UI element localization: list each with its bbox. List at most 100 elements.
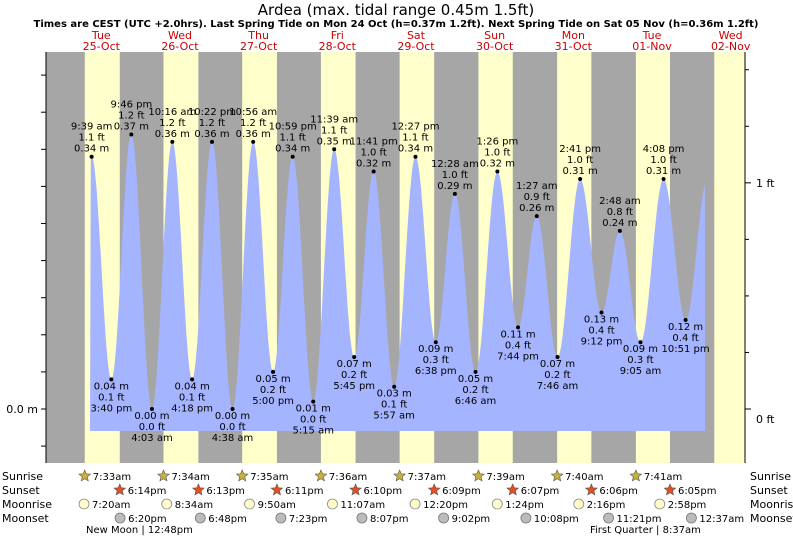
- tide-label: 0.09 m: [418, 344, 453, 355]
- day-header-weekday: Sat: [407, 29, 426, 42]
- tide-point: [311, 399, 316, 404]
- tide-point: [452, 191, 457, 196]
- axis-frame: 0.0 m 0 ft 1 ft: [6, 52, 775, 463]
- sunset-icon: [663, 483, 677, 496]
- sunset-time: 6:11pm: [285, 486, 324, 497]
- day-header-date: 02-Nov: [711, 40, 751, 53]
- tide-label: 0.2 ft: [544, 370, 570, 381]
- chart-title: Ardea (max. tidal range 0.45m 1.5ft): [258, 1, 534, 19]
- moon-phase-label: First Quarter | 8:37am: [590, 525, 701, 536]
- tide-label: 0.0 ft: [139, 422, 165, 433]
- tide-label: 0.00 m: [134, 411, 169, 422]
- tide-label: 4:38 am: [212, 433, 254, 444]
- day-header-weekday: Mon: [562, 29, 585, 42]
- sunset-time: 6:13pm: [206, 486, 245, 497]
- tide-label: 5:45 pm: [333, 381, 375, 392]
- tide-label: 10:59 pm: [269, 122, 317, 133]
- day-header-weekday: Wed: [168, 29, 192, 42]
- tide-label: 10:22 pm: [188, 107, 236, 118]
- sunset-icon: [270, 483, 284, 496]
- day-header-date: 25-Oct: [83, 40, 121, 53]
- row-label-left: Sunrise: [2, 470, 43, 483]
- tide-label: 0.3 ft: [627, 355, 653, 366]
- tide-label: 10:51 pm: [662, 344, 710, 355]
- tide-label: 0.04 m: [94, 381, 129, 392]
- tide-label: 5:15 am: [292, 426, 334, 437]
- sunset-time: 6:05pm: [678, 486, 717, 497]
- tide-label: 7:44 pm: [497, 351, 539, 362]
- tide-label: 5:57 am: [373, 411, 415, 422]
- moon-phase-label: New Moon | 12:48pm: [86, 525, 193, 536]
- tide-label: 1:27 am: [516, 181, 558, 192]
- moonset-time: 11:21pm: [617, 514, 662, 525]
- sunset-time: 6:09pm: [442, 486, 481, 497]
- tide-label: 4:03 am: [131, 433, 173, 444]
- tide-label: 0.24 m: [602, 218, 637, 229]
- tide-point: [209, 139, 214, 144]
- tide-point: [149, 407, 154, 411]
- moonrise-time: 8:34am: [175, 500, 213, 511]
- moonset-time: 6:20pm: [128, 514, 167, 525]
- tide-label: 0.32 m: [480, 159, 515, 170]
- sunrise-icon: [78, 469, 92, 482]
- tide-point: [638, 340, 643, 345]
- sunrise-icon: [550, 469, 564, 482]
- sunset-icon: [191, 483, 205, 496]
- tide-label: 0.07 m: [540, 359, 575, 370]
- tide-label: 7:46 am: [537, 381, 579, 392]
- y-axis-label-feet: 0 ft: [756, 413, 775, 426]
- tide-label: 11:39 am: [310, 114, 358, 125]
- sunrise-icon: [314, 469, 328, 482]
- day-header-date: 28-Oct: [319, 40, 357, 53]
- tide-label: 0.4 ft: [505, 340, 531, 351]
- tide-label: 0.34 m: [398, 144, 433, 155]
- tide-label: 0.31 m: [563, 166, 598, 177]
- tide-label: 0.36 m: [236, 129, 271, 140]
- tide-point: [534, 214, 539, 219]
- tide-label: 0.13 m: [584, 315, 619, 326]
- tide-label: 0.37 m: [114, 121, 149, 132]
- sunrise-time: 7:41am: [644, 472, 682, 483]
- tide-label: 0.9 ft: [524, 192, 550, 203]
- day-header-weekday: Tue: [642, 29, 662, 42]
- tide-label: 10:56 am: [229, 107, 277, 118]
- tide-point: [617, 228, 622, 233]
- tide-label: 0.00 m: [215, 411, 250, 422]
- tide-label: 1.2 ft: [118, 110, 144, 121]
- sunrise-icon: [235, 469, 249, 482]
- sunrise-icon: [393, 469, 407, 482]
- tide-label: 1.0 ft: [567, 155, 593, 166]
- tide-point: [599, 310, 604, 315]
- sunrise-icon: [629, 469, 643, 482]
- tide-label: 0.1 ft: [98, 392, 124, 403]
- tide-label: 1.1 ft: [402, 133, 428, 144]
- tide-label: 5:00 pm: [252, 396, 294, 407]
- tide-label: 0.11 m: [500, 329, 535, 340]
- sunset-icon: [113, 483, 127, 496]
- sunset-time: 6:07pm: [521, 486, 560, 497]
- moonrise-time: 12:20pm: [423, 500, 468, 511]
- day-header-weekday: Wed: [719, 29, 743, 42]
- tide-label: 0.1 ft: [381, 400, 407, 411]
- tide-label: 1:26 pm: [477, 137, 519, 148]
- tide-area: [90, 134, 705, 431]
- tide-label: 9:12 pm: [581, 337, 623, 348]
- moonset-icon: [194, 512, 206, 524]
- tide-label: 0.36 m: [194, 129, 229, 140]
- tide-label: 0.29 m: [437, 181, 472, 192]
- tide-point: [371, 169, 376, 174]
- sunrise-time: 7:35am: [250, 472, 288, 483]
- sunrise-time: 7:33am: [93, 472, 131, 483]
- tide-point: [683, 317, 688, 322]
- sunset-icon: [349, 483, 363, 496]
- row-label-left: Moonset: [2, 512, 49, 525]
- tide-label: 0.26 m: [519, 203, 554, 214]
- tide-point: [473, 369, 478, 374]
- tide-point: [413, 154, 418, 159]
- tide-point: [555, 355, 560, 360]
- sunrise-icon: [157, 469, 170, 482]
- tide-label: 0.09 m: [623, 344, 658, 355]
- tide-point: [332, 147, 337, 152]
- tide-label: 2:48 am: [599, 196, 641, 207]
